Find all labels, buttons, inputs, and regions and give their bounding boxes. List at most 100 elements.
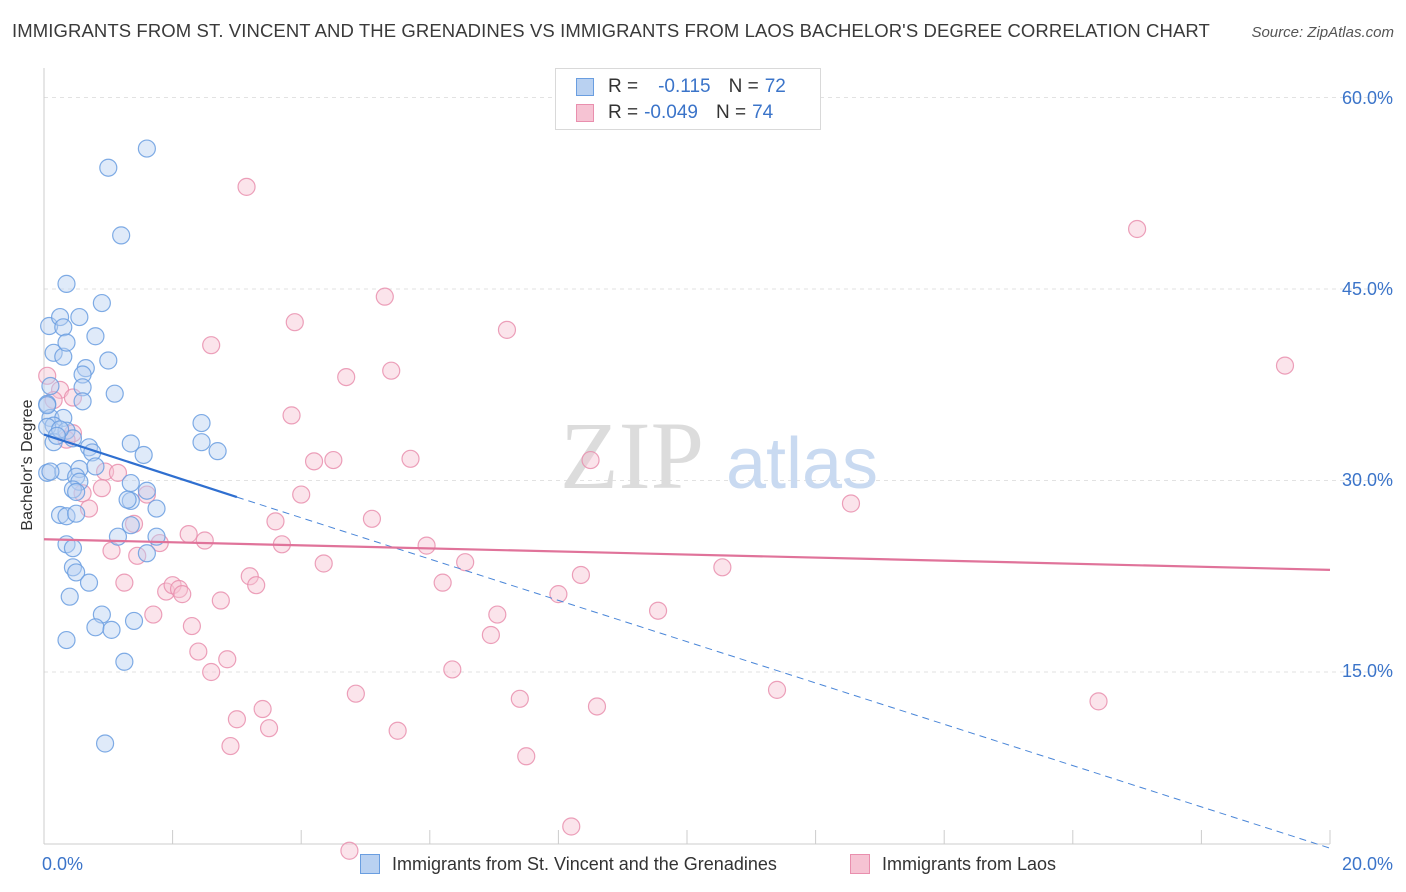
data-point [134, 445, 153, 465]
trend-line-laos [43, 538, 1331, 571]
data-point [121, 473, 140, 493]
correlation-legend: R = -0.115 N = 72 R = -0.049 N = 74 [555, 68, 821, 130]
data-point [1089, 692, 1108, 711]
data-point [497, 320, 517, 339]
y-axis-label: Bachelor's Degree [19, 399, 36, 531]
data-point [57, 333, 76, 352]
legend-r-value: -0.115 [658, 76, 711, 97]
data-point [549, 585, 568, 604]
data-point [73, 365, 92, 384]
data-point [92, 293, 111, 313]
y-tick-labels: 60.0% 45.0% 30.0% 15.0% [1342, 88, 1393, 681]
data-point [54, 347, 73, 366]
y-tick-label: 15.0% [1342, 661, 1393, 681]
data-point [118, 490, 137, 509]
data-point [105, 384, 124, 403]
data-point [571, 565, 591, 585]
chart-source: Source: ZipAtlas.com [1251, 24, 1394, 41]
x-tick-label: 20.0% [1342, 854, 1393, 874]
series-legend-label: Immigrants from Laos [882, 853, 1057, 874]
data-point [115, 652, 134, 671]
data-point [86, 327, 105, 346]
data-point [108, 463, 128, 482]
legend-row-laos: R = -0.049 N = 74 [576, 100, 773, 126]
data-point [340, 841, 359, 860]
data-point [173, 585, 192, 604]
data-point [79, 573, 99, 592]
data-point [1275, 356, 1295, 375]
data-point [38, 366, 57, 385]
data-point [102, 620, 121, 639]
data-point [195, 531, 214, 550]
series-legend-laos: Immigrants from Laos [850, 852, 1056, 876]
legend-n-value: 72 [764, 76, 786, 97]
data-point [208, 442, 227, 461]
data-point [99, 158, 118, 177]
data-point [417, 536, 436, 555]
data-point [433, 573, 452, 592]
data-point [211, 591, 230, 610]
data-point [95, 734, 115, 753]
data-point [202, 662, 221, 682]
watermark: ZIP atlas [560, 402, 878, 509]
y-tick-label: 45.0% [1342, 279, 1393, 299]
data-point [767, 680, 787, 699]
data-point [108, 527, 128, 546]
data-point [237, 177, 256, 196]
data-point [346, 684, 365, 703]
data-point [41, 462, 60, 481]
data-point [137, 139, 156, 158]
data-point [581, 450, 600, 470]
data-point [67, 482, 86, 502]
data-point [304, 452, 324, 471]
data-point [92, 479, 111, 498]
trend-lines [43, 433, 1331, 849]
data-point [137, 481, 156, 500]
data-point [144, 605, 163, 624]
data-point [510, 689, 529, 708]
data-point [562, 817, 581, 836]
legend-row-vincent: R = -0.115 N = 72 [576, 74, 786, 100]
data-point [587, 697, 607, 716]
data-point [388, 721, 407, 740]
data-point [253, 699, 272, 719]
legend-r-value: -0.049 [644, 102, 698, 123]
series-legend-label: Immigrants from St. Vincent and the Gren… [392, 853, 777, 874]
series-laos-points [38, 177, 1295, 860]
data-point [192, 433, 211, 452]
legend-r-label: R = [608, 102, 639, 123]
data-point [86, 618, 105, 637]
series-vincent-points [38, 139, 227, 753]
data-point [63, 480, 83, 499]
data-point [44, 343, 63, 362]
data-point [115, 573, 134, 592]
data-point [240, 567, 259, 586]
watermark-atlas: atlas [726, 424, 878, 504]
y-tick-label: 30.0% [1342, 470, 1393, 490]
data-point [57, 630, 76, 650]
data-point [481, 625, 500, 645]
data-point [517, 747, 536, 766]
data-point [137, 485, 156, 504]
data-point [73, 484, 92, 503]
data-point [456, 553, 475, 572]
data-point [38, 396, 57, 415]
data-point [443, 660, 462, 679]
data-point [337, 367, 356, 387]
data-point [285, 313, 304, 332]
data-point [50, 307, 70, 327]
data-point [218, 650, 237, 669]
data-point [192, 413, 211, 433]
trend-line-vincent [43, 433, 238, 499]
data-point [189, 642, 208, 661]
data-point [137, 544, 156, 563]
watermark-zip: ZIP [560, 402, 704, 509]
data-point [182, 616, 201, 636]
data-point [488, 605, 507, 624]
data-point [713, 558, 732, 577]
legend-swatch-pink [576, 104, 594, 122]
legend-r-label: R = [608, 76, 639, 97]
data-point [227, 710, 246, 729]
data-point [179, 525, 198, 544]
